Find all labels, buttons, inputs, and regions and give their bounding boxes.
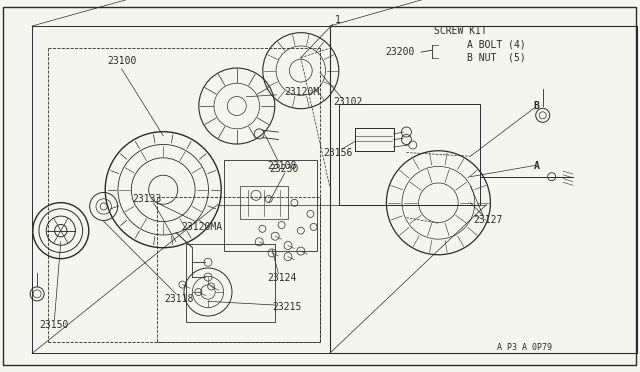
Text: 23120M: 23120M [284, 87, 320, 97]
Text: 23127: 23127 [473, 215, 502, 225]
Bar [355, 128, 394, 151]
Text: 23156: 23156 [323, 148, 353, 157]
Text: 1: 1 [335, 16, 341, 25]
Bar [186, 244, 275, 322]
Text: A: A [533, 161, 540, 170]
Text: 23215: 23215 [272, 302, 301, 312]
Text: A BOLT (4): A BOLT (4) [467, 40, 525, 49]
Text: SCREW KIT: SCREW KIT [435, 26, 487, 35]
Text: 23133: 23133 [132, 194, 162, 204]
Text: A P3 A 0P79: A P3 A 0P79 [497, 343, 552, 352]
Text: 23200: 23200 [385, 47, 415, 57]
Text: 23120MA: 23120MA [181, 222, 222, 232]
Text: 23150: 23150 [40, 321, 69, 330]
Text: B: B [533, 101, 540, 111]
Text: 23230: 23230 [269, 164, 298, 173]
Bar [339, 104, 480, 205]
Text: 23118: 23118 [164, 295, 194, 304]
Text: 23108: 23108 [267, 161, 296, 171]
Text: 23100: 23100 [107, 57, 136, 66]
Bar [224, 160, 317, 251]
Text: 23124: 23124 [267, 273, 296, 283]
Bar [240, 186, 288, 219]
Text: 23102: 23102 [333, 97, 362, 107]
Text: B NUT  (5): B NUT (5) [467, 53, 525, 62]
